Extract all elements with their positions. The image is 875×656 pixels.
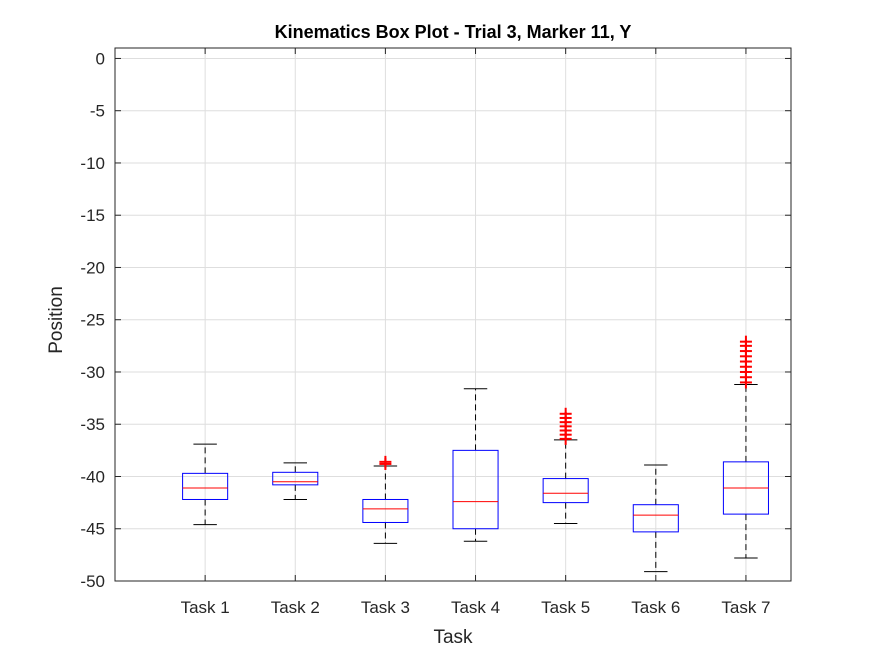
axes: 0 -5 -10 -15 -20 -25 -30 -35 -40 -45 -50 Task 1 Task… xyxy=(80,47,792,617)
chart-title: Kinematics Box Plot - Trial 3, Marker 11… xyxy=(275,22,632,42)
y-tick-label: -15 xyxy=(80,206,105,225)
x-tick-label: Task 7 xyxy=(721,598,770,617)
x-tick-label: Task 2 xyxy=(271,598,320,617)
plot-area xyxy=(182,335,769,573)
x-tick-label: Task 6 xyxy=(631,598,680,617)
y-tick-label: 0 xyxy=(96,49,105,68)
x-axis-label: Task xyxy=(433,627,473,648)
y-axis-label: Position xyxy=(46,286,67,354)
y-tick-label: -5 xyxy=(90,102,105,121)
box-iqr xyxy=(452,449,499,530)
box-group-6 xyxy=(632,464,679,573)
axes-frame xyxy=(114,47,792,582)
box-group-1 xyxy=(182,443,229,526)
box-group-5 xyxy=(542,407,589,525)
x-tick-label: Task 5 xyxy=(541,598,590,617)
y-tick-label: -40 xyxy=(80,467,105,486)
box-iqr xyxy=(362,498,409,523)
y-tick-label: -50 xyxy=(80,572,105,591)
x-tick-label: Task 3 xyxy=(361,598,410,617)
box-group-2 xyxy=(272,462,319,500)
x-tick-label: Task 1 xyxy=(181,598,230,617)
y-tick-label: -30 xyxy=(80,363,105,382)
x-tick-label: Task 4 xyxy=(451,598,500,617)
box-group-3 xyxy=(362,455,409,544)
box-iqr xyxy=(182,472,229,500)
y-tick-label: -45 xyxy=(80,520,105,539)
y-tick-label: -35 xyxy=(80,415,105,434)
box-iqr xyxy=(632,504,679,533)
box-iqr xyxy=(272,471,319,486)
box-group-4 xyxy=(452,388,499,542)
box-iqr xyxy=(542,478,589,504)
y-tick-label: -25 xyxy=(80,311,105,330)
y-tick-label: -20 xyxy=(80,258,105,277)
y-tick-label: -10 xyxy=(80,154,105,173)
box-group-7 xyxy=(722,335,769,559)
